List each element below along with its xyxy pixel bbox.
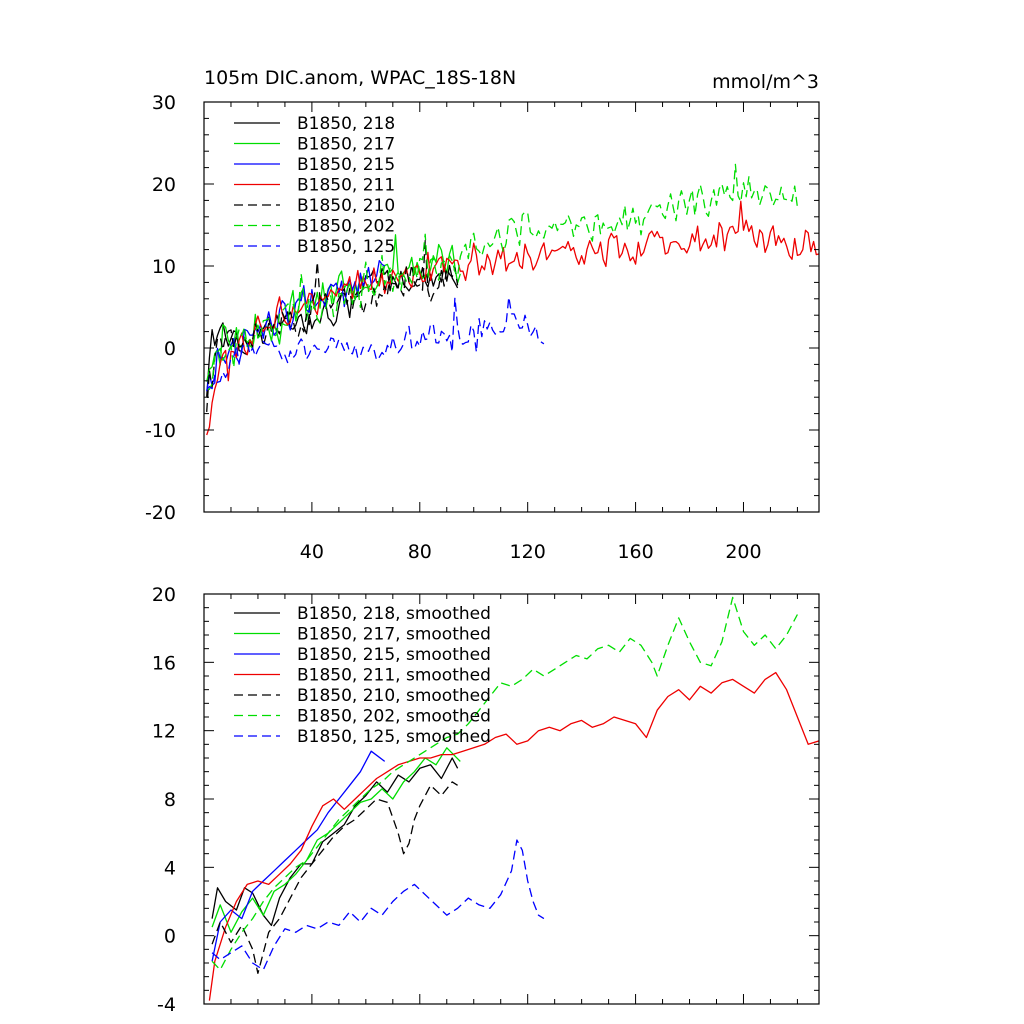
x-tick-label: 80	[408, 541, 432, 563]
series-group	[208, 596, 819, 1001]
series-line-6	[211, 596, 798, 971]
y-tick-label: -10	[145, 420, 176, 442]
plot-frame	[203, 101, 820, 513]
legend-label: B1850, 202, smoothed	[297, 707, 491, 727]
series-line-2	[211, 747, 461, 933]
series-line-4	[208, 671, 819, 1001]
y-tick-label: 20	[152, 174, 176, 196]
legend-label: B1850, 218, smoothed	[297, 604, 491, 624]
x-tick-label: 160	[617, 541, 653, 563]
series-line-2	[206, 234, 461, 382]
series-line-5	[211, 781, 458, 974]
tick-marks	[204, 101, 819, 513]
y-tick-label: -4	[157, 994, 176, 1016]
legend-label: B1850, 211	[297, 176, 395, 196]
series-line-6	[206, 163, 799, 390]
y-tick-label: 0	[164, 926, 176, 948]
y-tick-label: 20	[152, 584, 176, 606]
series-line-4	[206, 200, 819, 436]
series-line-7	[211, 839, 545, 971]
legend-label: B1850, 210, smoothed	[297, 686, 491, 706]
y-tick-label: 4	[164, 857, 176, 879]
x-tick-label: 120	[510, 541, 546, 563]
chart-title: 105m DIC.anom, WPAC_18S-18N	[204, 67, 516, 89]
legend-label: B1850, 215, smoothed	[297, 645, 491, 665]
legend-label: B1850, 217, smoothed	[297, 625, 491, 645]
legend-label: B1850, 210	[297, 196, 395, 216]
y-tick-label: 10	[152, 256, 176, 278]
series-group	[206, 163, 819, 436]
legend-label: B1850, 202	[297, 217, 395, 237]
series-line-3	[211, 750, 386, 962]
units-label: mmol/m^3	[712, 71, 819, 93]
legend-label: B1850, 125	[297, 237, 395, 257]
y-tick-label: 8	[164, 789, 176, 811]
y-tick-label: 12	[152, 721, 176, 743]
x-tick-label: 200	[725, 541, 761, 563]
y-tick-label: 0	[164, 338, 176, 360]
y-tick-label: 30	[152, 92, 176, 114]
legend-label: B1850, 218	[297, 114, 395, 134]
legend-label: B1850, 217	[297, 135, 395, 155]
series-line-7	[206, 296, 545, 391]
y-tick-label: -20	[145, 502, 176, 524]
legend-label: B1850, 211, smoothed	[297, 666, 491, 686]
series-line-1	[211, 757, 459, 927]
top-chart-panel: -20 -10 0 10 20 30 40 80 120 160 200 105m DIC.anom,…	[145, 67, 820, 563]
series-line-5	[206, 240, 459, 412]
y-tick-label: 16	[152, 652, 176, 674]
legend-label: B1850, 125, smoothed	[297, 727, 491, 747]
tick-marks	[204, 593, 819, 1005]
x-tick-label: 40	[300, 541, 324, 563]
legend-label: B1850, 215	[297, 155, 395, 175]
